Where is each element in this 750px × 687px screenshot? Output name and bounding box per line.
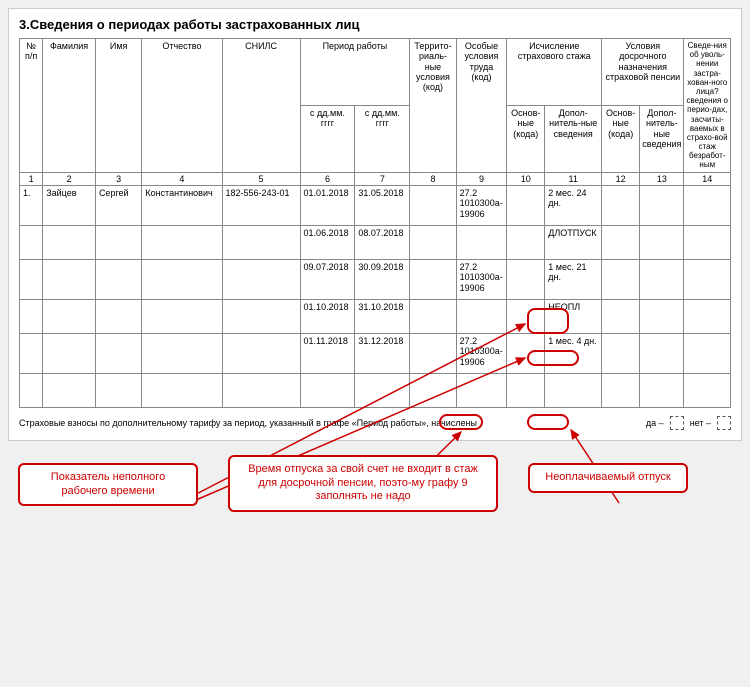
column-numbers-row: 1 2 3 4 5 6 7 8 9 10 11 12 13 14: [20, 172, 731, 185]
col-extra-info: Допол-нитель-ные сведения: [545, 105, 602, 172]
table-row: [20, 373, 731, 407]
col-early-pension: Условия досрочного назначения страховой …: [602, 39, 684, 106]
col-date-to: с дд.мм. гггг: [355, 105, 410, 172]
table-row: 09.07.2018 30.09.2018 27.2 1010300а-1990…: [20, 259, 731, 299]
document: 3.Сведения о периодах работы застрахован…: [8, 8, 742, 441]
col-period: Период работы: [300, 39, 410, 106]
col-extra-info2: Допол-нитель-ные сведения: [640, 105, 684, 172]
col-dismissal: Сведе-ния об уволь-нении застра-хован-но…: [684, 39, 731, 173]
col-patronymic: Отчество: [142, 39, 222, 173]
col-seniority: Исчисление страхового стажа: [507, 39, 602, 106]
cell-duration-1: 2 мес. 24 дн.: [545, 185, 602, 225]
table-row: 01.11.2018 31.12.2018 27.2 1010300а-1990…: [20, 333, 731, 373]
footer-no: нет –: [690, 418, 711, 428]
col-date-from: с дд.мм. гггг: [300, 105, 355, 172]
cell-neopl: НЕОПЛ: [545, 299, 602, 333]
cell-dlotpusk: ДЛОТПУСК: [545, 225, 602, 259]
col-basic-code2: Основ-ные (кода): [602, 105, 640, 172]
checkbox-yes[interactable]: [670, 416, 684, 430]
col-conditions: Особые условия труда (код): [456, 39, 507, 173]
cell-empty-col9: [456, 299, 507, 333]
annotation-2: Время отпуска за свой счет не входит в с…: [228, 455, 498, 512]
col-lastname: Фамилия: [43, 39, 96, 173]
annotation-3: Неоплачиваемый отпуск: [528, 463, 688, 493]
footer-line: Страховые взносы по дополнительному тари…: [19, 416, 731, 430]
col-basic-code: Основ-ные (кода): [507, 105, 545, 172]
annotation-1: Показатель неполного рабочего времени: [18, 463, 198, 507]
col-firstname: Имя: [95, 39, 141, 173]
section-title: 3.Сведения о периодах работы застрахован…: [19, 17, 731, 32]
table-row: 1. Зайцев Сергей Константинович 182-556-…: [20, 185, 731, 225]
table-row: 01.06.2018 08.07.2018 ДЛОТПУСК: [20, 225, 731, 259]
main-table: № п/п Фамилия Имя Отчество СНИЛС Период …: [19, 38, 731, 408]
footer-text: Страховые взносы по дополнительному тари…: [19, 418, 477, 428]
col-snils: СНИЛС: [222, 39, 300, 173]
col-territory: Террито-риаль-ные условия (код): [410, 39, 456, 173]
checkbox-no[interactable]: [717, 416, 731, 430]
col-num: № п/п: [20, 39, 43, 173]
annotations: Показатель неполного рабочего времени Вр…: [8, 445, 742, 535]
table-row: 01.10.2018 31.10.2018 НЕОПЛ: [20, 299, 731, 333]
footer-yes: да –: [646, 418, 664, 428]
